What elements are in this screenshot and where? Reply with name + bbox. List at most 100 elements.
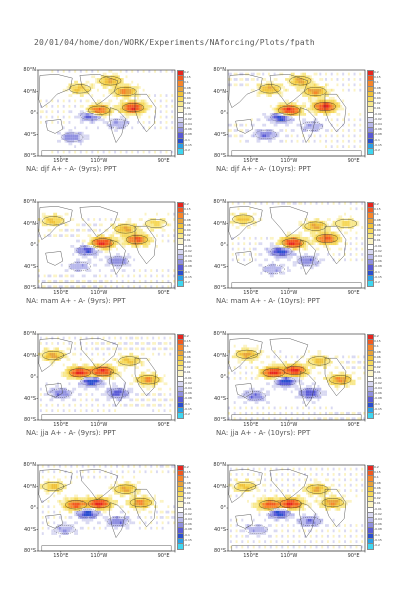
anomaly-cell [231,247,234,251]
anomaly-cell [344,242,347,246]
anomaly-cell [87,134,90,138]
anomaly-cell [157,223,160,227]
anomaly-cell [100,285,103,289]
anomaly-cell [116,360,118,364]
anomaly-cell [313,102,316,105]
anomaly-cell [285,255,288,259]
anomaly-cell [302,139,305,143]
anomaly-cell [72,274,75,278]
anomaly-cell [60,483,63,487]
anomaly-cell [326,91,329,95]
anomaly-cell [304,366,307,369]
anomaly-cell [98,78,101,81]
anomaly-cell [58,481,61,484]
anomaly-cell [309,202,312,205]
anomaly-cell [136,355,139,359]
anomaly-cell [300,374,303,378]
anomaly-cell [104,497,107,500]
anomaly-cell [349,377,352,380]
colorbar-level-label: -0.01 [184,375,192,380]
anomaly-cell [121,239,124,243]
anomaly-cell [62,486,65,490]
anomaly-cell [116,358,118,361]
anomaly-cell [114,255,117,259]
anomaly-cell [231,212,234,216]
anomaly-cell [72,499,75,503]
anomaly-cell [119,228,122,232]
x-tick-label: 90°E [157,290,170,296]
anomaly-cell [60,274,63,278]
anomaly-cell [351,366,354,369]
anomaly-cell [281,263,284,267]
contour-line [88,105,110,115]
anomaly-cell [85,363,88,367]
anomaly-cell [325,88,327,92]
anomaly-cell [55,526,58,530]
y-tick-label: 80°S [213,417,226,423]
anomaly-cell [294,202,297,205]
anomaly-cell [173,218,176,221]
anomaly-cell [93,279,96,283]
anomaly-cell [326,236,329,240]
anomaly-cell [169,387,172,391]
anomaly-cell [275,379,278,383]
anomaly-cell [79,371,82,375]
anomaly-cell [319,417,322,421]
anomaly-cell [117,88,120,92]
anomaly-cell [106,245,109,248]
anomaly-cell [296,377,299,380]
anomaly-cell [292,110,295,114]
anomaly-cell [298,104,301,108]
anomaly-cell [245,78,248,81]
anomaly-cell [96,409,99,412]
anomaly-cell [167,274,170,278]
anomaly-cell [340,379,343,383]
anomaly-cell [290,253,293,256]
anomaly-cell [336,379,339,383]
anomaly-cell [112,489,115,492]
anomaly-cell [136,88,139,92]
anomaly-cell [304,102,307,105]
anomaly-cell [95,239,98,243]
anomaly-cell [112,234,115,237]
colorbar-level-label: -0.06 [374,259,382,264]
anomaly-cell [108,508,111,511]
anomaly-cell [161,379,164,383]
anomaly-cell [252,134,255,138]
anomaly-cell [77,285,80,289]
anomaly-cell [171,110,174,114]
anomaly-cell [229,83,232,87]
anomaly-cell [142,393,145,396]
anomaly-cell [148,234,151,237]
anomaly-cell [347,223,350,227]
anomaly-cell [136,226,139,229]
anomaly-cell [60,524,63,527]
anomaly-cell [108,347,111,351]
anomaly-cell [76,494,79,498]
anomaly-cell [269,94,272,97]
anomaly-cell [245,377,248,380]
anomaly-cell [307,393,310,396]
anomaly-cell [171,94,174,97]
anomaly-cell [41,505,44,509]
anomaly-cell [269,374,272,378]
map-panel: 80°N 40°N 0° 40°S 80°S 150°E 110°W 90°E 0.2 0.15 0… [23,462,191,573]
anomaly-cell [140,239,143,243]
anomaly-cell [123,226,126,229]
anomaly-cell [328,228,331,232]
anomaly-cell [66,212,69,216]
anomaly-cell [60,393,63,396]
anomaly-cell [317,121,320,124]
anomaly-cell [72,279,75,283]
anomaly-cell [254,395,257,399]
anomaly-cell [64,285,67,289]
anomaly-cell [89,113,92,116]
anomaly-cell [323,417,326,421]
anomaly-cell [245,366,248,369]
anomaly-cell [338,113,341,116]
anomaly-cell [106,86,109,89]
anomaly-cell [277,371,280,375]
anomaly-cell [68,94,71,97]
anomaly-cell [321,86,324,89]
anomaly-cell [144,110,147,114]
